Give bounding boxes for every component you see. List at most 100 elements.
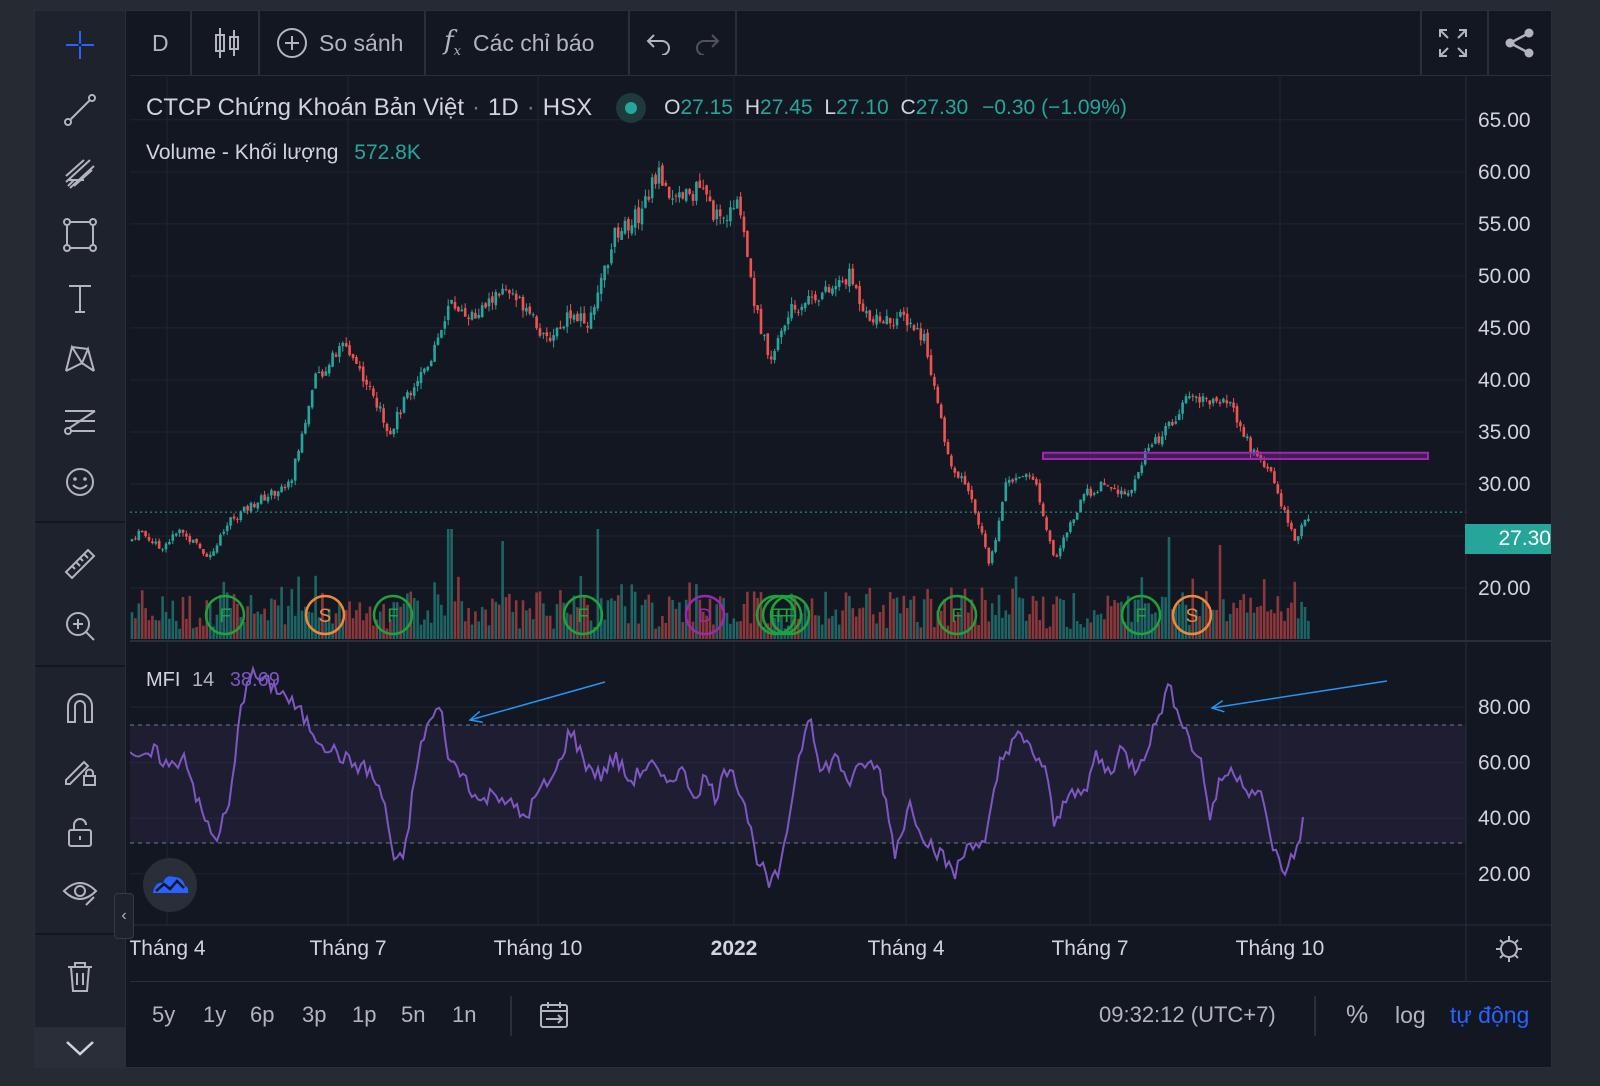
event-marker[interactable]: F: [1120, 594, 1162, 636]
lock-draw-icon[interactable]: [55, 747, 105, 793]
candle-body: [895, 318, 899, 326]
event-marker[interactable]: F: [372, 594, 414, 636]
volume-bar: [620, 584, 623, 639]
volume-bar: [212, 626, 215, 639]
volume-bar: [885, 627, 889, 639]
percent-toggle[interactable]: %: [1346, 982, 1368, 1048]
mfi-axis[interactable]: 80.00 60.00 40.00 20.00: [1478, 696, 1531, 886]
clock-display[interactable]: 09:32:12 (UTC+7): [1099, 982, 1276, 1048]
candle-body: [525, 307, 528, 312]
volume-bar: [283, 624, 287, 639]
range-button[interactable]: 1p: [352, 1002, 377, 1027]
range-button[interactable]: 1y: [203, 1002, 227, 1027]
candle-body: [1290, 522, 1293, 530]
event-marker[interactable]: S: [304, 594, 346, 636]
candle-body: [637, 207, 640, 223]
range-button[interactable]: 6p: [250, 1002, 275, 1027]
candle-body: [253, 503, 256, 508]
logo-icon[interactable]: [143, 858, 197, 912]
mfi-legend[interactable]: MFI 14 38.69: [146, 669, 280, 692]
annotation-arrows[interactable]: [468, 680, 1388, 724]
candles-icon[interactable]: [212, 11, 242, 75]
event-marker[interactable]: F: [562, 594, 604, 636]
zoom-icon[interactable]: [55, 603, 105, 649]
candle-body: [905, 313, 909, 326]
volume-bar: [953, 620, 957, 639]
redo-icon[interactable]: [692, 11, 722, 75]
candle-body: [888, 318, 892, 324]
time-axis[interactable]: Tháng 4 Tháng 7 Tháng 10 2022 Tháng 4 Tháng 7…: [130, 937, 1324, 960]
volume-bar: [929, 598, 933, 639]
volume-bar: [246, 606, 249, 639]
auto-scale-toggle[interactable]: tự động: [1450, 982, 1529, 1048]
event-marker[interactable]: F: [204, 594, 246, 636]
candle-body: [596, 292, 600, 309]
volume-bar: [1198, 615, 1201, 639]
range-button[interactable]: 3p: [302, 1002, 327, 1027]
symbol-legend[interactable]: CTCP Chứng Khoán Bản Việt · 1D · HSX O27…: [146, 93, 1127, 123]
volume-bar: [365, 613, 368, 639]
volume-bar: [208, 604, 212, 639]
event-marker[interactable]: S: [1171, 594, 1213, 636]
range-button[interactable]: 1n: [452, 1002, 477, 1027]
fullscreen-icon[interactable]: [1436, 11, 1470, 75]
range-button[interactable]: 5y: [152, 1002, 176, 1027]
chevron-down-icon[interactable]: [35, 1027, 125, 1067]
percent-label: %: [1346, 1000, 1369, 1029]
candle-body: [960, 476, 963, 479]
undo-icon[interactable]: [644, 11, 674, 75]
volume-bar: [161, 596, 164, 639]
candle-body: [317, 371, 321, 374]
magnet-icon[interactable]: [55, 685, 105, 731]
market-status-icon[interactable]: [616, 93, 647, 123]
trash-icon[interactable]: [55, 954, 105, 1000]
interval-button[interactable]: D: [152, 11, 169, 75]
emoji-icon[interactable]: [55, 459, 105, 505]
candle-body: [365, 379, 368, 385]
candle-body: [1228, 401, 1232, 404]
eye-icon[interactable]: [55, 868, 105, 914]
resistance-rectangle[interactable]: [1042, 451, 1429, 461]
candle-body: [749, 258, 753, 277]
candle-body: [1035, 479, 1038, 485]
event-marker[interactable]: D: [684, 594, 726, 636]
annotation-arrow[interactable]: [1210, 680, 1388, 713]
event-marker[interactable]: F: [761, 594, 803, 636]
event-marker[interactable]: F: [769, 594, 811, 636]
resistance-zone[interactable]: [1042, 451, 1429, 461]
event-marker[interactable]: F: [936, 594, 978, 636]
rectangle-icon[interactable]: [55, 212, 105, 258]
candle-body: [1143, 450, 1147, 465]
calendar-icon[interactable]: [538, 982, 570, 1048]
candle-body: [463, 308, 467, 317]
settings-icon[interactable]: [1496, 936, 1522, 962]
ruler-icon[interactable]: [55, 541, 105, 587]
volume-bar: [304, 606, 307, 639]
volume-bar: [1269, 609, 1273, 639]
volume-bar: [253, 613, 256, 639]
trendline-icon[interactable]: [55, 87, 105, 133]
annotation-arrow[interactable]: [468, 681, 606, 724]
pitchfork-icon[interactable]: [55, 151, 105, 197]
share-icon[interactable]: [1504, 11, 1536, 75]
text-icon[interactable]: [55, 275, 105, 321]
crosshair-icon[interactable]: [55, 22, 105, 68]
event-markers[interactable]: F S F F D FFF F F S: [204, 594, 1213, 636]
unlock-icon[interactable]: [55, 809, 105, 855]
range-button[interactable]: 5n: [401, 1002, 426, 1027]
event-label: F: [784, 606, 796, 627]
candle-body: [191, 539, 195, 543]
volume-bar: [525, 610, 528, 639]
collapse-toolbar-handle[interactable]: ‹: [114, 893, 134, 939]
compare-button[interactable]: So sánh: [275, 11, 403, 75]
candle-body: [1215, 397, 1218, 402]
fib-icon[interactable]: [55, 398, 105, 444]
log-toggle[interactable]: log: [1395, 982, 1426, 1048]
volume-bar: [610, 598, 613, 639]
pattern-icon[interactable]: [55, 336, 105, 382]
candle-body: [406, 392, 409, 398]
indicators-button[interactable]: fx Các chỉ báo: [444, 11, 594, 75]
chart-canvas[interactable]: F S F F D FFF F F S 65.0060.0055.0050.0045.0040.…: [130, 75, 1552, 981]
volume-legend[interactable]: Volume - Khối lượng 572.8K: [146, 141, 421, 165]
